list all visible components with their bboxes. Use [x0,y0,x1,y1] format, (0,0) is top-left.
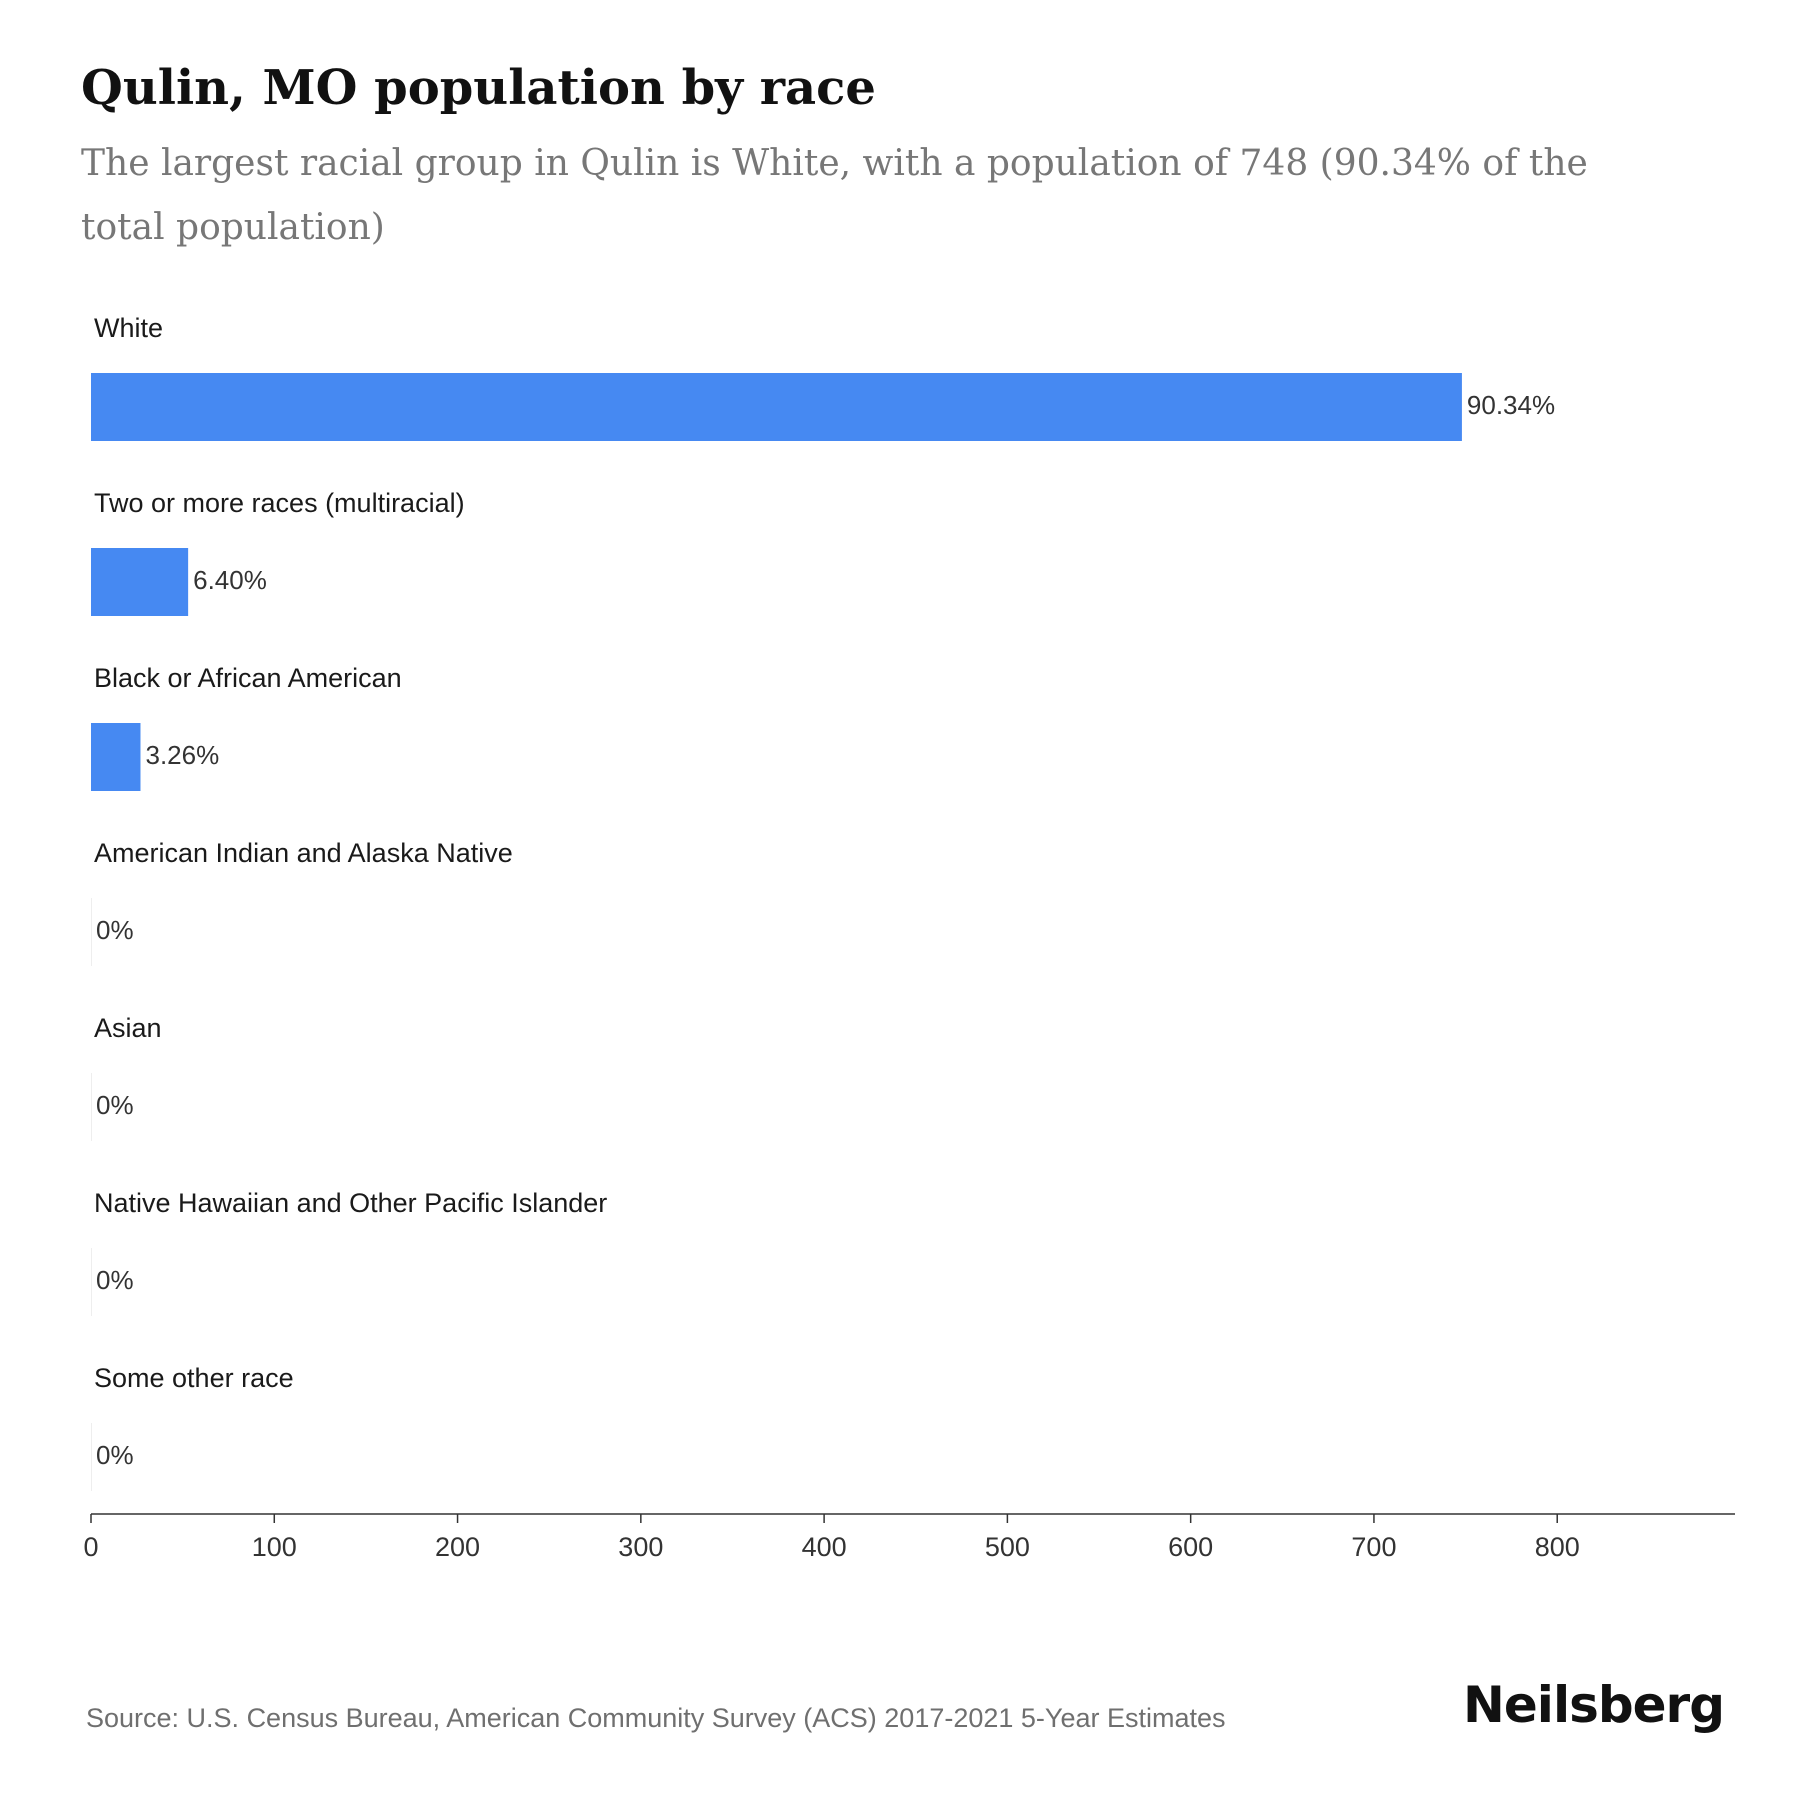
category-label: American Indian and Alaska Native [94,838,513,868]
value-label: 0% [96,1090,134,1120]
x-tick-label: 800 [1535,1532,1580,1562]
x-tick-label: 400 [802,1532,847,1562]
chart-subtitle: The largest racial group in Qulin is Whi… [81,143,1588,248]
bar [91,548,189,616]
value-label: 90.34% [1467,390,1555,420]
category-label: White [94,313,163,343]
value-label: 0% [96,1440,134,1470]
value-label: 0% [96,1265,134,1295]
x-tick-label: 700 [1351,1532,1396,1562]
x-tick-label: 600 [1168,1532,1213,1562]
category-label: Black or African American [94,663,402,693]
value-label: 6.40% [193,565,267,595]
bar [91,723,141,791]
x-tick-label: 100 [252,1532,297,1562]
chart-title: Qulin, MO population by race [81,60,876,116]
source-note: Source: U.S. Census Bureau, American Com… [86,1703,1226,1733]
x-tick-label: 200 [435,1532,480,1562]
brand-logo: Neilsberg [1463,1676,1725,1734]
category-label: Native Hawaiian and Other Pacific Island… [94,1188,607,1218]
category-label: Asian [94,1013,162,1043]
bar [91,373,1462,441]
x-tick-label: 300 [618,1532,663,1562]
x-tick-label: 0 [83,1532,98,1562]
x-tick-label: 500 [985,1532,1030,1562]
value-label: 0% [96,915,134,945]
category-label: Two or more races (multiracial) [94,488,465,518]
category-label: Some other race [94,1363,294,1393]
value-label: 3.26% [145,740,219,770]
